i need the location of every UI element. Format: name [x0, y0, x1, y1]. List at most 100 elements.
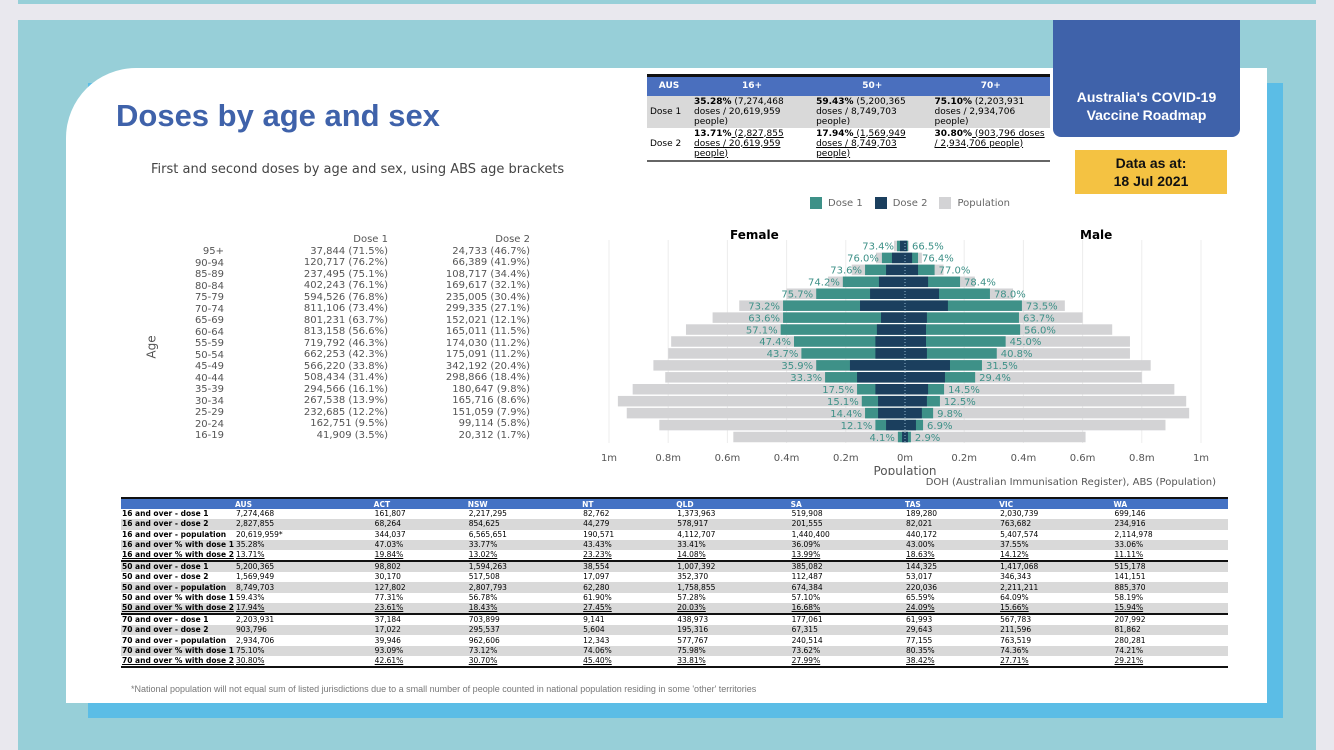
male-dose1-bar: [905, 300, 1022, 311]
table-cell: 64.09%: [1000, 592, 1029, 602]
male-dose1-bar: [905, 288, 990, 299]
summary-detail: (2,827,855 doses / 20,619,959 people): [694, 128, 784, 159]
summary-cell: 17.94% (1,569,949 doses / 8,749,703 peop…: [813, 128, 931, 161]
x-tick-label: 1m: [1193, 453, 1209, 464]
table-cell: 240,514: [791, 635, 823, 645]
female-dose1-pct-label: 73.6%: [830, 266, 862, 277]
female-dose1-pct-label: 43.7%: [767, 349, 799, 360]
summary-detail: (903,796 doses / 2,934,706 people): [934, 128, 1045, 149]
page-title: Doses by age and sex: [116, 98, 440, 133]
female-dose2-bar: [899, 240, 905, 252]
table-cell: 127,802: [373, 582, 468, 593]
table-cell: 2,114,978: [1114, 529, 1153, 539]
table-cell: 13.99%: [790, 550, 906, 563]
summary-cell: 30.80% (903,796 doses / 2,934,706 people…: [932, 128, 1050, 161]
dose1-value: 232,685 (12.2%): [303, 406, 388, 418]
row-label: 16 and over - dose 1: [122, 509, 209, 519]
male-population-bar: [905, 395, 1187, 407]
table-cell: 1,373,963: [677, 509, 716, 519]
age-label: 30-34: [194, 395, 224, 407]
age-label: 40-44: [194, 372, 224, 384]
table-cell: 39,946: [374, 635, 401, 645]
dose1-header: Dose 1: [353, 234, 388, 245]
age-label: 55-59: [194, 338, 224, 349]
summary-detail: (2,203,931 doses / 2,934,706 people): [934, 96, 1025, 127]
table-cell: 280,281: [1114, 635, 1146, 645]
age-label: 90-94: [194, 257, 224, 269]
table-cell: 8,749,703: [234, 582, 374, 593]
table-cell: 17,022: [373, 625, 468, 636]
dose1-column: Dose 1 37,844 (71.5%) 120,717 (76.2%) 237,4…: [280, 234, 388, 441]
table-row: 70 and over - dose 2 903,796 17,022 295,537…: [121, 625, 1228, 636]
table-cell: 5,200,365: [234, 561, 374, 573]
row-label: 50 and over % with dose 1: [122, 592, 234, 602]
male-dose2-bar: [905, 348, 927, 359]
table-cell: 81,862: [1113, 625, 1228, 636]
female-dose2-bar: [891, 252, 905, 264]
row-label: 50 and over % with dose 2: [121, 603, 235, 616]
female-dose2-bar: [881, 312, 905, 323]
table-cell: 33.77%: [467, 539, 583, 551]
female-dose1-bar: [816, 288, 905, 299]
table-cell: 53,017: [906, 572, 933, 582]
dose2-value: 235,005 (30.4%): [445, 291, 530, 303]
table-cell: 18.63%: [905, 550, 1000, 563]
table-cell: 674,384: [790, 582, 906, 593]
table-cell: 29,643: [905, 625, 1000, 636]
male-population-bar: [905, 372, 1142, 383]
dose2-value: 24,733 (46.7%): [452, 245, 530, 257]
female-population-bar: [617, 395, 905, 407]
row-label: 50 and over - population: [121, 582, 235, 593]
x-tick-label: 0m: [897, 453, 913, 464]
row-label: 70 and over % with dose 2: [121, 655, 235, 668]
table-cell: 23.23%: [582, 550, 677, 563]
table-cell: 346,343: [1000, 572, 1032, 582]
table-cell: 43.43%: [582, 539, 677, 551]
chart-legend: Dose 1 Dose 2 Population: [810, 197, 1016, 209]
dose2-value: 174,030 (11.2%): [445, 337, 530, 349]
summary-row: Dose 1 35.28% (7,274,468 doses / 20,619,9…: [647, 95, 1050, 128]
male-population-bar: [905, 360, 1151, 371]
female-population-bar: [626, 407, 905, 419]
female-dose2-bar: [875, 348, 905, 359]
male-dose1-bar: [905, 348, 997, 359]
table-cell: 1,007,392: [676, 561, 791, 573]
table-cell: 15.66%: [999, 603, 1114, 616]
table-cell: 177,061: [791, 615, 823, 625]
male-dose2-bar: [905, 384, 929, 395]
female-dose1-bar: [783, 312, 905, 323]
table-cell: 195,316: [676, 625, 791, 636]
table-row: 16 and over - dose 1 7,274,468 161,807 2,21…: [121, 509, 1228, 519]
as-at-label: Data as at:: [1115, 155, 1187, 171]
female-dose1-pct-label: 75.7%: [781, 289, 813, 300]
table-cell: 45.40%: [582, 655, 677, 668]
table-cell: 2,217,295: [468, 509, 507, 519]
table-cell: 190,571: [583, 529, 615, 539]
row-label: 16 and over - population: [122, 529, 227, 539]
table-cell: 14.08%: [676, 550, 791, 563]
male-dose1-pct-label: 45.0%: [1010, 337, 1042, 348]
table-cell: 73.62%: [790, 645, 906, 656]
x-tick-label: 0.4m: [1011, 453, 1037, 464]
male-dose1-pct-label: 76.4%: [922, 254, 954, 265]
dose1-value: 813,158 (56.6%): [303, 326, 388, 337]
dose2-value: 99,114 (5.8%): [458, 418, 530, 429]
male-dose2-bar: [905, 372, 945, 383]
table-cell: 1,417,068: [999, 561, 1114, 573]
table-cell: 19.84%: [373, 550, 468, 563]
table-cell: 61,993: [906, 615, 933, 625]
table-cell: 440,172: [906, 529, 938, 539]
table-cell: 2,030,739: [1000, 509, 1039, 519]
table-cell: 93.09%: [373, 645, 468, 656]
dose1-value: 402,243 (76.1%): [303, 280, 388, 291]
table-header-row: AUS ACT NSW NT QLD SA TAS VIC WA: [121, 497, 1228, 509]
male-population-bar: [905, 348, 1130, 359]
table-cell: 5,604: [582, 625, 677, 636]
table-cell: 2,827,855: [234, 519, 374, 530]
summary-cell: 35.28% (7,274,468 doses / 20,619,959 peo…: [691, 95, 814, 128]
table-cell: 74.06%: [582, 645, 677, 656]
dose1-value: 594,526 (76.8%): [303, 291, 388, 303]
dose2-column: Dose 2 24,733 (46.7%) 66,389 (41.9%) 108,71…: [420, 234, 530, 441]
age-label: 35-39: [194, 384, 224, 395]
male-population-bar: [905, 419, 1166, 431]
